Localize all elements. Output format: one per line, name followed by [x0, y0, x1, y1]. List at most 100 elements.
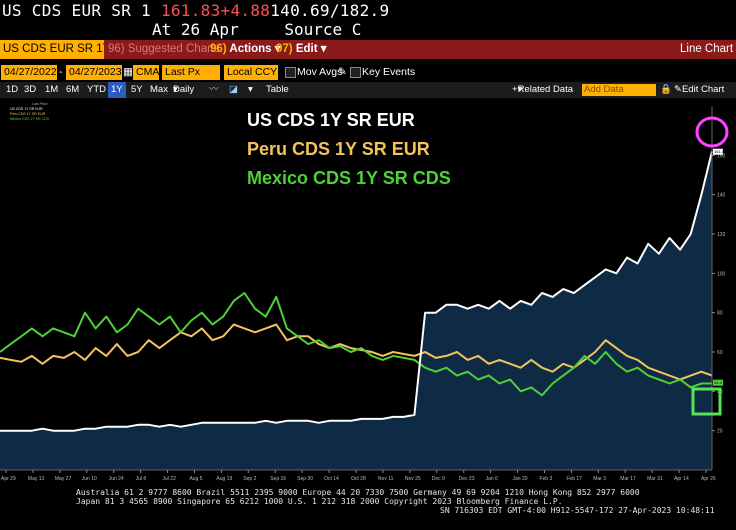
lock-icon[interactable]: 🔒 [660, 84, 672, 95]
area-style-icon[interactable]: ◪ [229, 84, 238, 95]
legend-entry-peru: Peru CDS 1Y SR EUR [10, 112, 46, 116]
header-as-of: At 26 Apr [152, 20, 239, 39]
x-tick-label: Apr 29 [1, 476, 16, 482]
x-tick-label: Jun 24 [109, 476, 124, 482]
x-tick-label: Feb 17 [566, 476, 582, 482]
x-tick-label: Sep 16 [270, 476, 286, 482]
legend-entry-mexico: Mexico CDS 1Y SR CDS [10, 117, 50, 121]
x-tick-label: May 27 [55, 476, 72, 482]
y-tick-label: 160 [717, 153, 726, 159]
start-date-field[interactable]: 04/27/2022 [1, 65, 57, 80]
x-tick-label: Mar 31 [647, 476, 663, 482]
last-value-label: 44.4 [714, 380, 723, 385]
x-tick-label: Feb 3 [539, 476, 552, 482]
chevron-down-icon: ▾ [517, 84, 523, 95]
price-field[interactable]: Last Px [162, 65, 220, 80]
period-1d[interactable]: 1D [6, 84, 19, 95]
header-last-price: 161.83 [160, 1, 221, 20]
chevron-down-icon: ▾ [173, 84, 178, 95]
highlight-circle [695, 116, 729, 148]
x-tick-label: Dec 23 [459, 476, 475, 482]
x-tick-label: Jun 10 [82, 476, 97, 482]
y-tick-label: 140 [717, 193, 726, 199]
date-separator: - [59, 66, 63, 78]
key-events-label: Key Events [362, 66, 416, 78]
source-field[interactable]: CMAN [133, 65, 159, 80]
period-6m[interactable]: 6M [66, 84, 80, 95]
period-1m[interactable]: 1M [45, 84, 59, 95]
end-date-field[interactable]: 04/27/2023 [66, 65, 122, 80]
actions-menu[interactable]: 96) Actions ▾ [210, 43, 281, 55]
legend-header: Last Price [32, 102, 48, 106]
table-button[interactable]: Table [266, 84, 289, 95]
header-range: 140.69/182.9 [270, 1, 390, 20]
edit-menu[interactable]: 97) Edit ▾ [276, 43, 327, 55]
period-5y[interactable]: 5Y [131, 84, 143, 95]
mov-avgs-checkbox[interactable] [285, 67, 296, 78]
header-source: Source C [284, 20, 362, 39]
x-tick-label: Aug 19 [216, 476, 232, 482]
function-toolbar: US CDS EUR SR 1Y I 96) Suggested Charts … [0, 40, 736, 59]
y-tick-label: 60 [717, 350, 723, 356]
last-value-tag [713, 379, 723, 386]
x-tick-label: Sep 2 [243, 476, 256, 482]
x-tick-label: Nov 11 [378, 476, 394, 482]
mov-avgs-label: Mov Avgs [297, 66, 343, 78]
view-type-label: Line Chart [680, 43, 734, 55]
last-value-label: 161.83 [714, 149, 727, 154]
suggested-charts-button[interactable]: 96) Suggested Charts [108, 43, 220, 55]
x-tick-label: Mar 3 [593, 476, 606, 482]
y-tick-label: 80 [717, 311, 723, 317]
footer-session: SN 716303 EDT GMT-4:00 H912-5547-172 27-… [440, 506, 715, 515]
header-ticker: US CDS EUR SR 1 [2, 1, 151, 20]
add-data-input[interactable]: Add Data [582, 84, 656, 96]
x-tick-label: Dec 9 [432, 476, 445, 482]
x-tick-label: Jan 6 [486, 476, 498, 482]
key-events-checkbox[interactable] [350, 67, 361, 78]
x-tick-label: Jul 8 [136, 476, 147, 482]
mini-legend: Last Price US CDS 1Y SR EUR Peru CDS 1Y … [10, 102, 50, 121]
footer: Australia 61 2 9777 8600 Brazil 5511 239… [0, 486, 736, 530]
security-header: US CDS EUR SR 1 161.83+4.88140.69/182.9 … [0, 0, 736, 40]
y-tick-label: 20 [717, 429, 723, 435]
edit-pencil-icon[interactable]: ✎ [338, 66, 347, 78]
us-cds-line[interactable] [0, 151, 713, 432]
header-change: +4.88 [220, 1, 271, 20]
x-tick-label: Mar 17 [620, 476, 636, 482]
x-tick-label: Apr 26 [701, 476, 716, 482]
calendar-icon[interactable]: ▦ [123, 66, 133, 78]
x-tick-label: Aug 5 [189, 476, 202, 482]
period-1y[interactable]: 1Y [108, 82, 126, 98]
security-field[interactable]: US CDS EUR SR 1Y I [0, 40, 104, 59]
x-tick-label: Sep 30 [297, 476, 313, 482]
annotation-peru: Peru CDS 1Y SR EUR [247, 139, 430, 159]
period-ytd[interactable]: YTD [87, 84, 106, 95]
footer-contacts-2: Japan 81 3 4565 8900 Singapore 65 6212 1… [76, 497, 563, 506]
x-tick-label: Jul 22 [163, 476, 177, 482]
date-toolbar: 04/27/2022 - 04/27/2023 ▦ CMAN Last Px L… [0, 62, 736, 82]
y-tick-label: 120 [717, 232, 726, 238]
chevron-down-icon: ▾ [274, 43, 281, 55]
x-tick-label: Oct 14 [324, 476, 339, 482]
period-3d[interactable]: 3D [24, 84, 37, 95]
line-style-icon[interactable]: 〰 [209, 84, 219, 95]
x-tick-label: May 13 [28, 476, 45, 482]
x-tick-label: Apr 14 [674, 476, 689, 482]
table-icon[interactable]: ▾ [248, 84, 253, 95]
chevron-down-icon: ▾ [320, 43, 327, 55]
period-max[interactable]: Max [150, 84, 168, 95]
y-tick-label: 100 [717, 271, 726, 277]
x-tick-label: Jan 20 [513, 476, 528, 482]
legend-entry-us: US CDS 1Y SR EUR [10, 107, 43, 111]
related-data-button[interactable]: + Related Data ▾ [512, 82, 573, 98]
edit-chart-button[interactable]: ✎ Edit Chart [674, 84, 725, 95]
footer-contacts-1: Australia 61 2 9777 8600 Brazil 5511 239… [76, 488, 640, 497]
currency-field[interactable]: Local CCY [224, 65, 278, 80]
annotation-us: US CDS 1Y SR EUR [247, 110, 415, 130]
annotation-mexico: Mexico CDS 1Y SR CDS [247, 168, 451, 188]
last-value-tag [713, 148, 723, 155]
mexico-cds-line[interactable] [0, 292, 712, 397]
x-tick-label: Oct 28 [351, 476, 366, 482]
x-tick-label: Nov 25 [405, 476, 421, 482]
